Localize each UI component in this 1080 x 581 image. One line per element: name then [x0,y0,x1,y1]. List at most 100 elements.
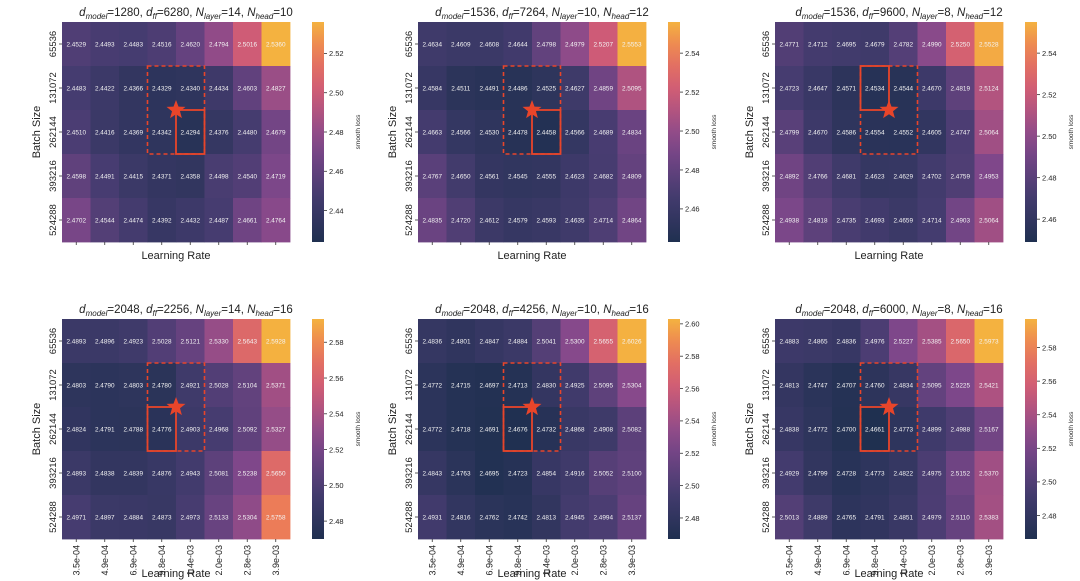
cell-value-label: 2.4876 [152,471,172,478]
cell-value-label: 2.5528 [979,42,999,49]
heatmap-cell [860,451,890,496]
cell-value-label: 2.4294 [180,130,200,137]
colorbar-tick-label: 2.44 [329,206,344,215]
y-tick-label: 524288 [761,501,772,533]
heatmap-cell [233,198,262,243]
cell-value-label: 2.5371 [266,383,286,390]
cell-value-label: 2.4839 [123,471,143,478]
heatmap-cell [917,495,947,540]
cell-value-label: 2.5421 [979,383,999,390]
colorbar-tick-label: 2.48 [1042,173,1057,182]
heatmap-cell [974,495,1004,540]
cell-value-label: 2.4903 [180,427,200,434]
cell-value-label: 2.4979 [565,42,585,49]
y-tick-label: 262144 [761,413,772,445]
x-tick-label: 1.4e-03 [541,545,551,576]
cell-value-label: 2.4979 [922,515,942,522]
cell-value-label: 2.4679 [865,42,885,49]
x-tick-label: 9.8e-04 [157,545,167,576]
cell-value-label: 2.5250 [950,42,970,49]
heatmap-cell [560,451,590,496]
y-tick-label: 524288 [404,204,415,236]
heatmap-cell [889,154,918,199]
cell-value-label: 2.5370 [979,471,999,478]
cell-value-label: 2.4392 [152,218,172,225]
cell-value-label: 2.5225 [950,383,970,390]
cell-value-label: 2.4803 [123,383,143,390]
cell-value-label: 2.4695 [479,471,499,478]
cell-value-label: 2.4530 [479,130,499,137]
heatmap-cell [560,319,590,364]
cell-value-label: 2.4670 [808,130,828,137]
heatmap-cell [860,495,890,540]
y-tick-label: 65536 [761,31,772,57]
cell-value-label: 2.4893 [66,471,86,478]
heatmap-cell [589,22,618,67]
colorbar [668,319,680,539]
heatmap-cell [589,319,618,364]
cell-value-label: 2.4415 [123,174,143,181]
heatmap-cell [532,319,561,364]
heatmap-cell [832,110,861,155]
cell-value-label: 2.4763 [451,471,471,478]
cell-value-label: 2.5121 [180,339,200,346]
y-tick-label: 524288 [48,204,59,236]
heatmap-cell [147,66,177,111]
cell-value-label: 2.4822 [893,471,913,478]
x-tick-label: 9.8e-04 [513,545,523,576]
heatmap-cell [503,154,533,199]
y-axis-label: Batch Size [387,403,399,456]
heatmap-cell [946,319,975,364]
cell-value-label: 2.4663 [422,130,442,137]
y-tick-label: 262144 [404,413,415,445]
colorbar-tick-label: 2.58 [1042,343,1057,352]
heatmap-cell [803,495,833,540]
heatmap-cell [860,363,890,408]
y-tick-label: 131072 [48,72,59,104]
y-tick-label: 131072 [404,369,415,401]
colorbar-tick-label: 2.50 [1042,478,1057,487]
cell-value-label: 2.4843 [422,471,442,478]
heatmap-cell [503,319,533,364]
heatmap-cell [917,110,947,155]
y-axis-label: Batch Size [744,106,756,159]
heatmap-cell [617,319,647,364]
colorbar-tick-label: 2.48 [329,517,344,526]
heatmap-cell [418,66,447,111]
heatmap-cell [974,154,1004,199]
cell-value-label: 2.4782 [893,42,913,49]
heatmap-cell [889,66,918,111]
heatmap-cell [560,154,590,199]
cell-value-label: 2.5304 [237,515,257,522]
predicted-optimum-star [166,397,186,416]
heatmap-cell [560,198,590,243]
cell-value-label: 2.4584 [422,86,442,93]
heatmap-cell [475,319,504,364]
colorbar [1025,22,1037,242]
heatmap-cell [446,451,476,496]
heatmap-cell [532,451,561,496]
cell-value-label: 2.4529 [66,42,86,49]
colorbar [1025,319,1037,539]
cell-value-label: 2.4714 [593,218,613,225]
colorbar-tick-label: 2.48 [329,128,344,137]
cell-value-label: 2.4945 [565,515,585,522]
heatmap-cell [176,110,205,155]
heatmap-cell [233,110,262,155]
min-loss-cell-box [859,65,890,111]
heatmap-cell [860,110,890,155]
panel-title: dmodel=2048, dff=2256, Nlayer=14, Nhead=… [79,304,293,318]
heatmap-cell [204,495,234,540]
cell-value-label: 2.5095 [922,383,942,390]
cell-value-label: 2.4707 [836,383,856,390]
heatmap-cell [589,495,618,540]
heatmap-cell [147,363,177,408]
heatmap-cell [233,319,262,364]
heatmap-cell [974,451,1004,496]
cell-value-label: 2.4612 [479,218,499,225]
colorbar-tick-label: 2.54 [685,417,700,426]
cell-value-label: 2.4830 [536,383,556,390]
heatmap-cell [889,451,918,496]
colorbar-tick-label: 2.54 [1042,49,1057,58]
cell-value-label: 2.4791 [95,427,115,434]
